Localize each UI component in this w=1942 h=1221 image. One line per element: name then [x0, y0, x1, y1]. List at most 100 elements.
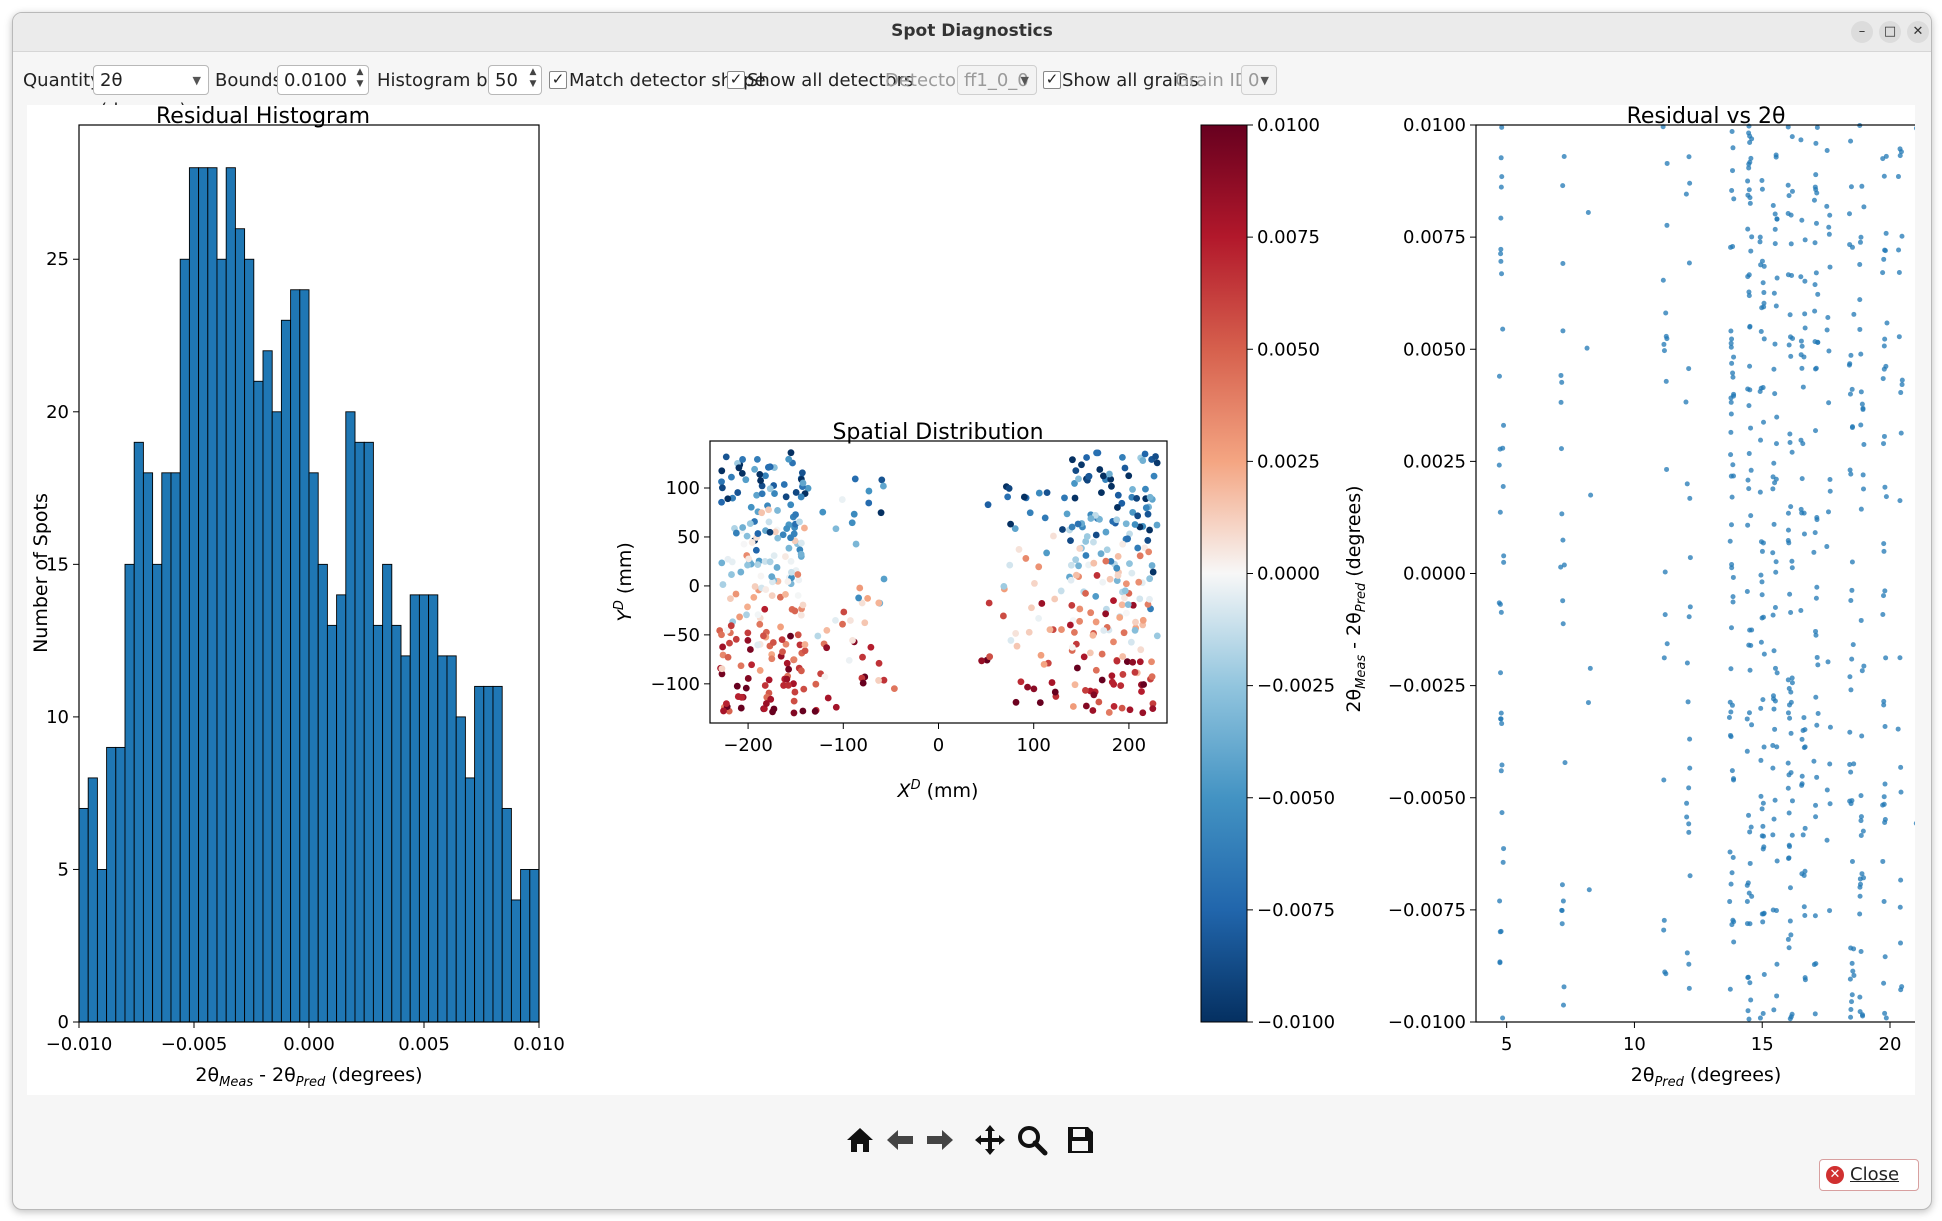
residual-point: [1789, 675, 1795, 681]
histogram-xlabel: 2θMeas - 2θPred (degrees): [195, 1064, 422, 1090]
residual-xlabel: 2θPred (degrees): [1631, 1064, 1782, 1090]
residual-point: [1811, 758, 1817, 764]
residual-point: [1787, 591, 1793, 597]
histogram-bar: [253, 380, 264, 1023]
save-icon[interactable]: [1063, 1123, 1097, 1157]
spatial-point: [784, 682, 792, 689]
residual-point: [1686, 154, 1692, 160]
residual-xtick-label: 20: [1879, 1034, 1902, 1055]
figure-canvas[interactable]: Residual Histogram −0.010 −0.005 0.000 0.00…: [27, 104, 1931, 1095]
spin-arrows-icon[interactable]: ▲ ▼: [529, 67, 537, 89]
quantity-select[interactable]: 2θ (degrees) ▼: [93, 65, 209, 121]
residual-point: [1727, 986, 1733, 992]
spatial-point: [850, 510, 858, 518]
residual-point: [1813, 428, 1819, 434]
spatial-point: [777, 623, 784, 631]
spatial-point: [754, 561, 762, 569]
spatial-point: [1092, 618, 1100, 626]
residual-point: [1857, 911, 1863, 917]
residual-point: [1898, 430, 1904, 436]
residual-point: [1882, 336, 1888, 342]
residual-point: [1847, 761, 1853, 767]
colorbar-tick-label: −0.0050: [1257, 788, 1335, 809]
residual-point: [1730, 594, 1736, 600]
spatial-point: [1139, 616, 1147, 624]
spatial-point: [1035, 489, 1043, 497]
residual-point: [1748, 997, 1754, 1003]
detector-select[interactable]: ff1_0_0 ▼: [957, 65, 1037, 95]
bounds-spinbox[interactable]: 0.0100 ▲ ▼: [277, 65, 369, 95]
spatial-xtick-label: −100: [819, 735, 868, 756]
histogram-bars: [78, 167, 540, 1023]
show-detectors-checkbox[interactable]: ✓: [727, 71, 745, 89]
spatial-point: [718, 478, 725, 486]
grain-id-value: 0: [1248, 70, 1260, 91]
residual-chart: Residual vs 2θ 5 10 15 200.01000.00750.0050…: [1388, 104, 1931, 1090]
residual-point: [1847, 467, 1853, 473]
spatial-point: [771, 490, 778, 497]
spatial-point: [804, 484, 812, 492]
histogram-bar: [464, 777, 476, 1023]
residual-point: [1898, 877, 1904, 883]
spatial-point: [723, 627, 731, 634]
residual-point: [1883, 494, 1889, 500]
residual-point: [1761, 971, 1767, 977]
residual-point: [1882, 484, 1888, 490]
colorbar-tick-label: 0.0050: [1257, 339, 1320, 360]
residual-point: [1860, 405, 1866, 411]
residual-point: [1857, 876, 1863, 882]
residual-point: [1746, 812, 1752, 818]
spatial-point: [784, 578, 792, 585]
spatial-point: [839, 620, 846, 628]
spatial-point: [742, 476, 750, 484]
histogram-ytick-label: 20: [46, 402, 69, 423]
residual-xtick-label: 5: [1501, 1034, 1512, 1055]
zoom-icon[interactable]: [1015, 1123, 1049, 1157]
bins-spinbox[interactable]: 50 ▲ ▼: [488, 65, 542, 95]
spatial-point: [978, 657, 986, 665]
show-grains-checkbox[interactable]: ✓: [1043, 71, 1061, 89]
residual-point: [1827, 801, 1833, 807]
residual-point: [1787, 431, 1793, 437]
spatial-point: [1071, 681, 1079, 689]
forward-icon[interactable]: [923, 1123, 957, 1157]
spatial-point: [1124, 535, 1132, 543]
residual-point: [1798, 437, 1804, 443]
residual-point: [1858, 832, 1864, 838]
window-close-button[interactable]: ✕: [1907, 21, 1929, 43]
residual-point: [1785, 710, 1791, 716]
close-button[interactable]: ✕ Close: [1819, 1159, 1919, 1191]
histogram-bar: [418, 594, 430, 1023]
residual-point: [1859, 183, 1865, 189]
spatial-point: [1103, 546, 1111, 554]
home-icon[interactable]: [843, 1123, 877, 1157]
residual-point: [1798, 338, 1804, 344]
histogram-bar: [409, 594, 420, 1023]
residual-point: [1498, 716, 1504, 722]
residual-point: [1880, 376, 1886, 382]
spatial-point: [1123, 658, 1131, 665]
pan-icon[interactable]: [973, 1123, 1007, 1157]
spatial-point: [758, 490, 766, 498]
residual-point: [1849, 559, 1855, 565]
residual-point: [1798, 352, 1804, 358]
residual-point: [1771, 521, 1777, 527]
residual-point: [1896, 247, 1902, 253]
grain-id-select[interactable]: 0 ▼: [1241, 65, 1277, 95]
residual-point: [1813, 595, 1819, 601]
spatial-point: [1089, 707, 1097, 714]
residual-point: [1799, 781, 1805, 787]
back-icon[interactable]: [883, 1123, 917, 1157]
maximize-button[interactable]: □: [1879, 21, 1901, 43]
residual-point: [1772, 391, 1778, 397]
residual-point: [1661, 917, 1667, 923]
minimize-button[interactable]: –: [1851, 21, 1873, 43]
residual-point: [1747, 363, 1753, 369]
match-shape-checkbox[interactable]: ✓: [549, 71, 567, 89]
residual-point: [1499, 721, 1505, 727]
residual-point: [1787, 715, 1793, 721]
spatial-point: [737, 662, 745, 670]
spin-arrows-icon[interactable]: ▲ ▼: [356, 67, 364, 89]
residual-point: [1899, 382, 1905, 388]
residual-point: [1761, 290, 1767, 296]
